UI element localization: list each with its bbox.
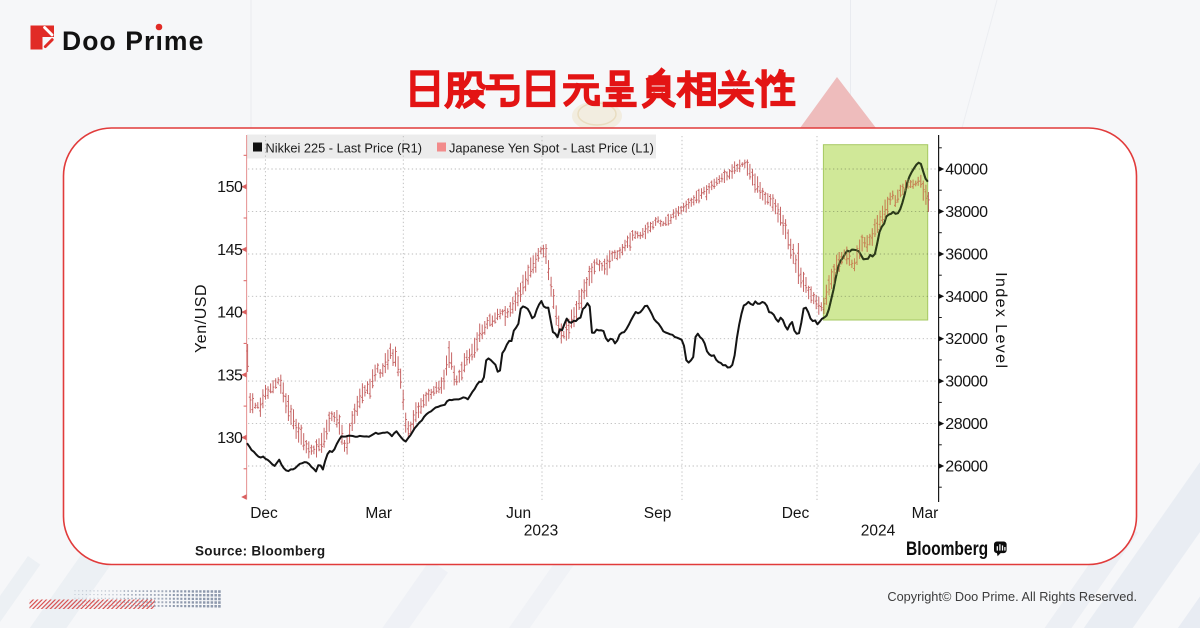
svg-text:145: 145 [217, 242, 243, 259]
svg-text:28000: 28000 [945, 416, 988, 433]
svg-text:Bloomberg: Bloomberg [906, 538, 988, 560]
svg-text:135: 135 [217, 367, 243, 384]
svg-text:Dec: Dec [250, 505, 278, 522]
svg-text:Mar: Mar [365, 505, 392, 522]
svg-text:150: 150 [217, 179, 243, 196]
svg-text:38000: 38000 [945, 204, 988, 221]
svg-text:Sep: Sep [644, 505, 672, 522]
svg-text:Copyright© Doo Prime. All Righ: Copyright© Doo Prime. All Rights Reserve… [887, 589, 1137, 604]
svg-text:Index Level: Index Level [992, 272, 1009, 369]
svg-text:Nikkei 225 - Last Price (R1): Nikkei 225 - Last Price (R1) [266, 140, 422, 155]
svg-text:140: 140 [217, 305, 243, 322]
svg-text:36000: 36000 [945, 247, 988, 264]
svg-text:Yen/USD: Yen/USD [193, 284, 210, 353]
svg-text:30000: 30000 [945, 374, 988, 391]
svg-text:32000: 32000 [945, 331, 988, 348]
svg-text:Jun: Jun [506, 505, 531, 522]
svg-text:34000: 34000 [945, 289, 988, 306]
svg-text:Doo Prıme: Doo Prıme [62, 26, 204, 56]
svg-text:Japanese Yen Spot - Last Price: Japanese Yen Spot - Last Price (L1) [449, 140, 654, 155]
svg-text:130: 130 [217, 430, 243, 447]
svg-text:40000: 40000 [945, 162, 988, 179]
svg-text:Dec: Dec [782, 505, 810, 522]
svg-text:Mar: Mar [912, 505, 939, 522]
svg-text:2023: 2023 [524, 523, 558, 540]
svg-text:26000: 26000 [945, 459, 988, 476]
svg-text:Source: Bloomberg: Source: Bloomberg [195, 544, 325, 559]
svg-text:2024: 2024 [861, 523, 896, 540]
